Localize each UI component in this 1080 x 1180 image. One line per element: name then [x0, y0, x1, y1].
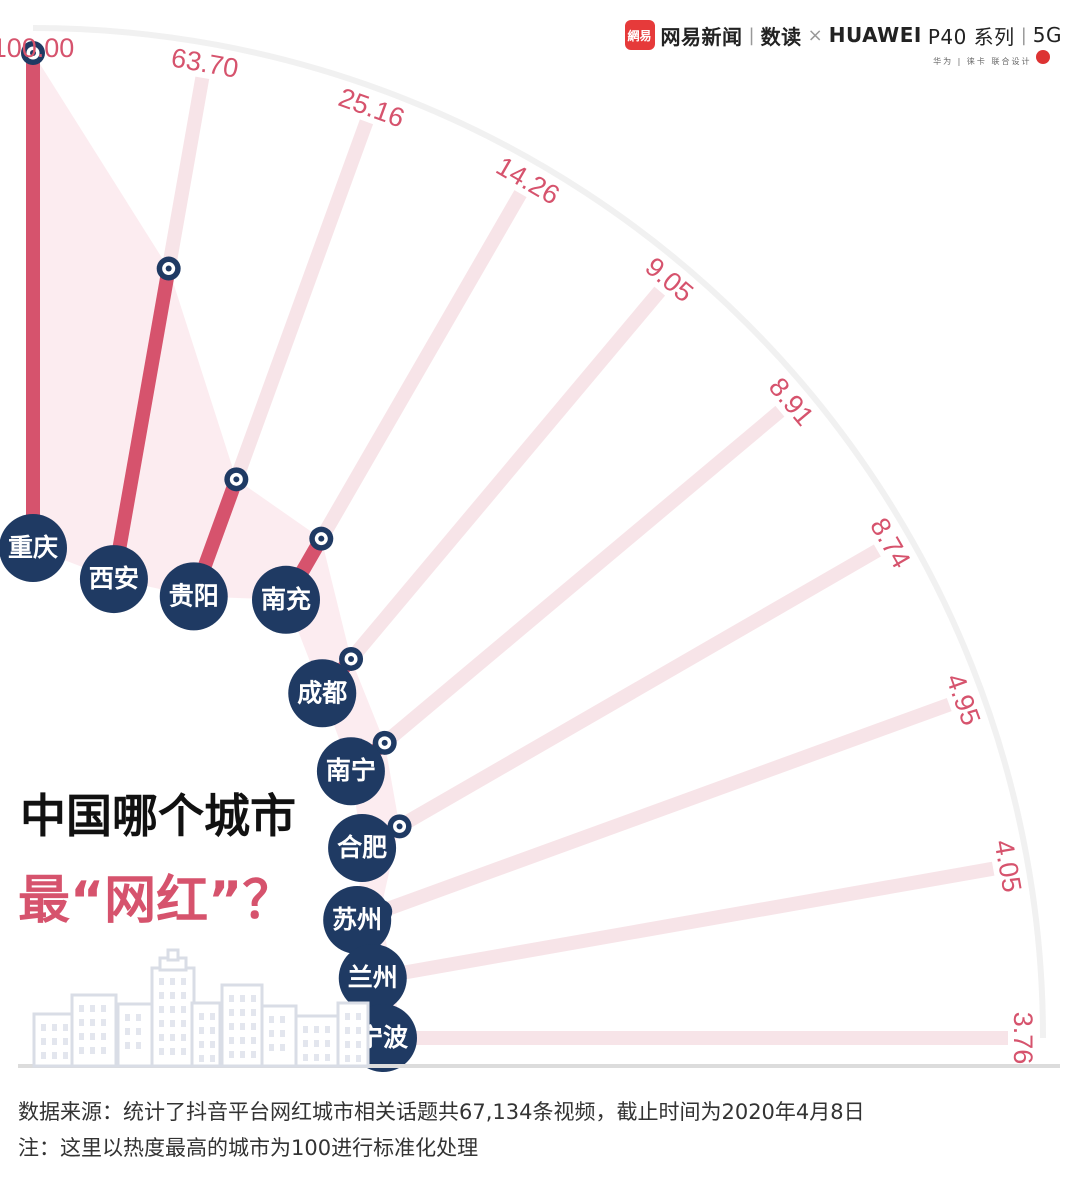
- city-label: 重庆: [8, 533, 58, 562]
- city-label: 苏州: [332, 905, 382, 934]
- decorative-arc: [32, 25, 1046, 1039]
- data-source-note: 数据来源：统计了抖音平台网红城市相关话题共67,134条视频，截止时间为2020…: [18, 1100, 865, 1124]
- city-node: 重庆: [0, 514, 67, 582]
- track-line: [315, 190, 527, 543]
- city-node: 南宁: [316, 737, 385, 806]
- city-label: 南宁: [326, 756, 376, 785]
- track-line: [391, 861, 995, 982]
- track-line: [396, 544, 881, 833]
- city-label: 西安: [89, 564, 139, 593]
- chart-subtitle: 最“网红”？: [18, 871, 294, 931]
- track-line: [380, 405, 785, 749]
- brand-name: 网易新闻: [660, 24, 743, 49]
- city-node: 苏州: [323, 886, 392, 955]
- city-node: 合肥: [328, 814, 397, 882]
- netease-logo: 網易: [624, 20, 655, 50]
- end-marker: [309, 526, 334, 551]
- end-marker: [21, 41, 45, 65]
- city-skyline-illustration: [32, 948, 370, 1068]
- city-label: 合肥: [337, 833, 387, 862]
- partner-name: HUAWEI: [828, 23, 922, 47]
- brand-header: 網易 网易新闻 | 数读 × HUAWEI P40 系列 | 5G: [624, 20, 1062, 50]
- end-marker: [372, 730, 397, 755]
- city-node: 贵阳: [159, 562, 228, 631]
- city-node: 成都: [288, 659, 357, 728]
- city-label: 成都: [297, 678, 347, 707]
- chart-title: 中国哪个城市: [20, 789, 296, 843]
- end-marker: [387, 814, 412, 839]
- city-node: 南充: [252, 565, 320, 634]
- value-label: 100.00: [0, 33, 74, 63]
- end-marker: [339, 646, 364, 671]
- bar-西安: [107, 267, 176, 581]
- track-line: [345, 286, 666, 664]
- partner-model: P40 系列: [927, 24, 1015, 49]
- brand-times: ×: [807, 24, 823, 46]
- brand-subline: 华为 | 徕卡 联合设计: [933, 50, 1050, 67]
- brand-section: 数读: [760, 24, 802, 49]
- end-marker: [224, 467, 249, 492]
- network-label: 5G: [1032, 23, 1062, 47]
- brand-divider-2: |: [1020, 24, 1027, 46]
- value-label: 4.05: [989, 838, 1028, 895]
- value-label: 8.74: [864, 513, 916, 574]
- brand-sub-text: 华为 | 徕卡 联合设计: [933, 57, 1032, 66]
- track-line: [229, 119, 374, 482]
- city-label: 南充: [261, 585, 311, 614]
- track-line: [161, 76, 210, 270]
- city-node: 兰州: [338, 944, 407, 1013]
- track-line: [377, 697, 952, 919]
- leica-logo-icon: [1036, 50, 1050, 64]
- city-label: 贵阳: [169, 581, 219, 610]
- city-node: 西安: [79, 545, 148, 614]
- normalization-note: 注：这里以热度最高的城市为100进行标准化处理: [18, 1136, 479, 1160]
- end-marker: [156, 256, 181, 281]
- city-label: 兰州: [348, 963, 398, 992]
- value-label: 3.76: [1008, 1012, 1038, 1065]
- brand-divider: |: [748, 24, 755, 46]
